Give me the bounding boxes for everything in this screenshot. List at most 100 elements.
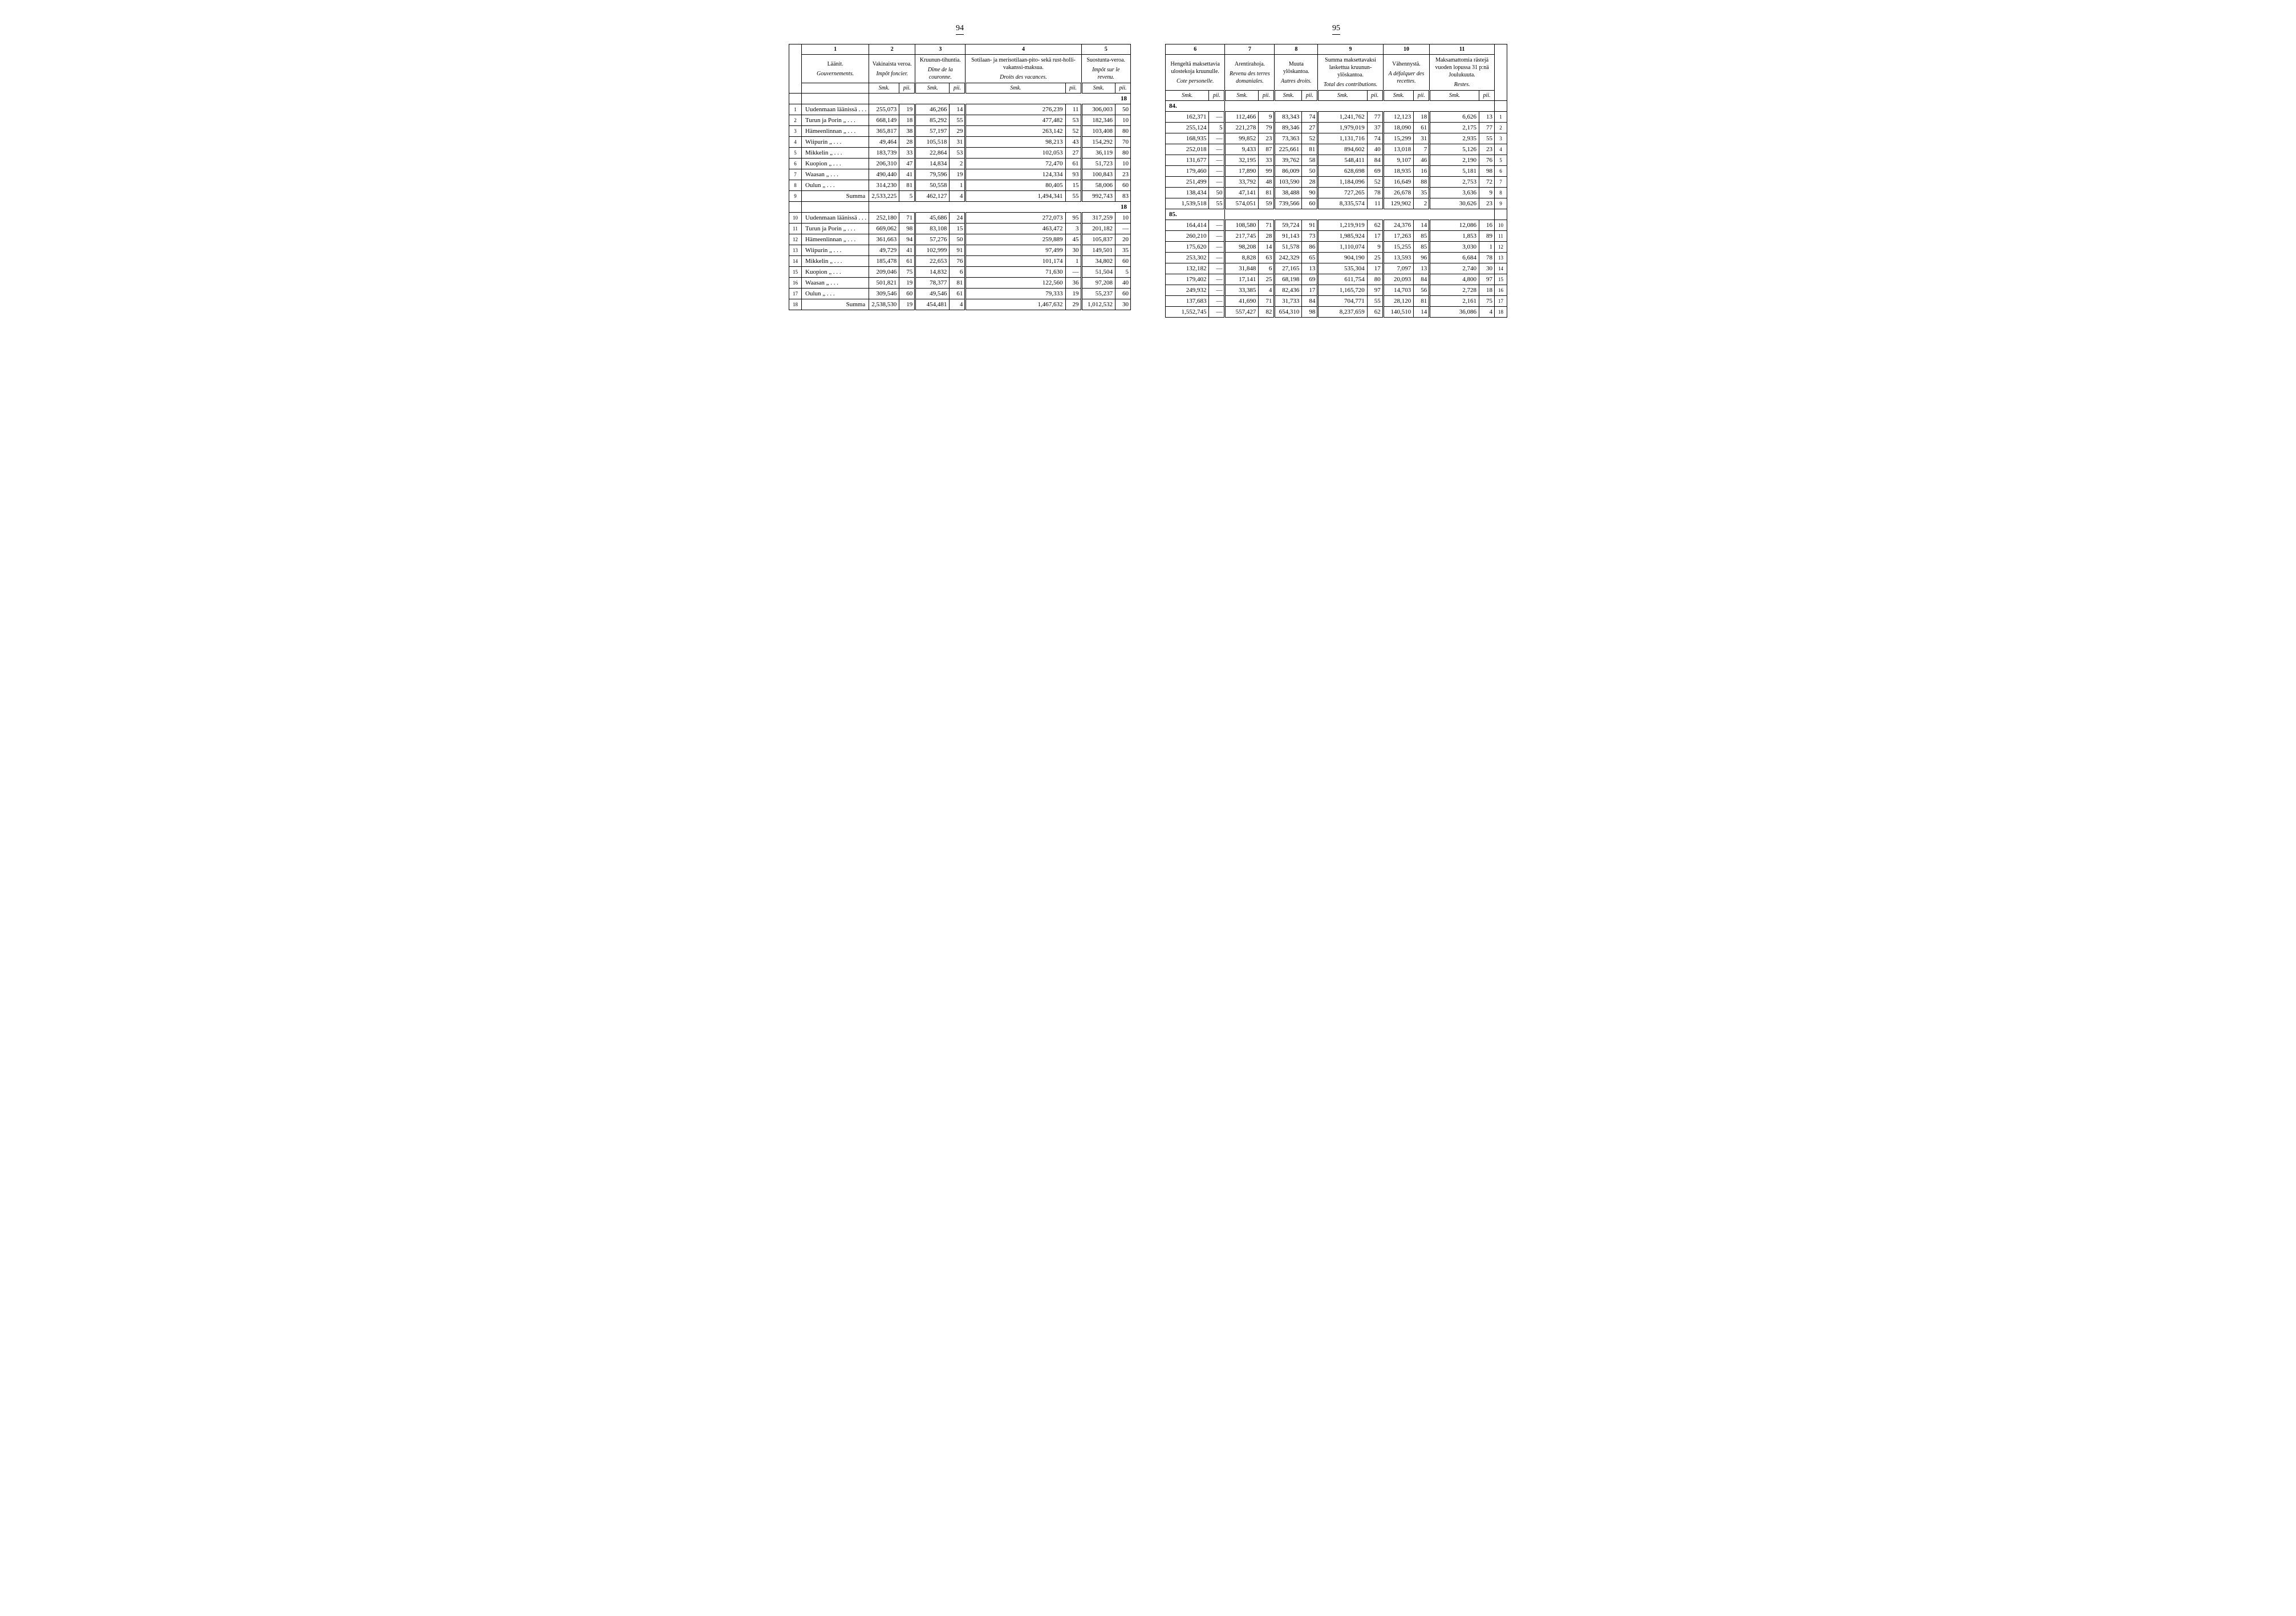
idx: 5 <box>789 148 802 159</box>
laani-name: Waasan „ . . . <box>802 278 869 289</box>
cell: 59,724 <box>1275 220 1302 231</box>
cell: — <box>1209 177 1225 188</box>
cell: 19 <box>899 278 915 289</box>
cell: 98,213 <box>966 137 1065 148</box>
cell: 80 <box>1115 148 1131 159</box>
cell: 19 <box>1065 289 1081 299</box>
cell: 99,852 <box>1225 133 1259 144</box>
cell: 18 <box>899 115 915 126</box>
u3b: pii. <box>950 83 966 94</box>
cell: 140,510 <box>1383 307 1414 318</box>
cell: 33 <box>899 148 915 159</box>
cell: 73,363 <box>1275 133 1302 144</box>
u9b: pii. <box>1367 91 1383 101</box>
cell: 5 <box>1115 267 1131 278</box>
cell: 18,935 <box>1383 166 1414 177</box>
cell: 462,127 <box>915 191 950 202</box>
cell: 58,006 <box>1081 180 1115 191</box>
cell: 78 <box>1479 253 1495 263</box>
year-label: 85. <box>1166 209 1225 220</box>
col8-num: 8 <box>1275 44 1318 55</box>
u11a: Smk. <box>1430 91 1479 101</box>
cell: 77 <box>1367 112 1383 123</box>
cell: 97,208 <box>1081 278 1115 289</box>
cell: 175,620 <box>1166 242 1209 253</box>
u8a: Smk. <box>1275 91 1302 101</box>
cell: 59 <box>1259 198 1275 209</box>
cell: 13,018 <box>1383 144 1414 155</box>
cell: 36,086 <box>1430 307 1479 318</box>
u5a: Smk. <box>1081 83 1115 94</box>
col7-fi: Arentirahoja. <box>1235 61 1265 67</box>
cell: 39,762 <box>1275 155 1302 166</box>
u7a: Smk. <box>1225 91 1259 101</box>
cell: 46,266 <box>915 104 950 115</box>
cell: 72,470 <box>966 159 1065 169</box>
cell: 61 <box>899 256 915 267</box>
table-left-body: 181Uudenmaan läänissä . . .255,0731946,2… <box>789 94 1131 310</box>
col8-fr: Autres droits. <box>1277 78 1315 85</box>
cell: 61 <box>1414 123 1430 133</box>
idx <box>1495 101 1507 112</box>
cell: 79,596 <box>915 169 950 180</box>
cell: 259,889 <box>966 234 1065 245</box>
cell: 5 <box>899 191 915 202</box>
idx: 11 <box>789 224 802 234</box>
cell: 98 <box>899 224 915 234</box>
cell: 76 <box>950 256 966 267</box>
cell: 535,304 <box>1318 263 1367 274</box>
cell: 272,073 <box>966 213 1065 224</box>
cell: 90 <box>1302 188 1318 198</box>
cell: 57,276 <box>915 234 950 245</box>
cell: 1,184,096 <box>1318 177 1367 188</box>
cell: — <box>1209 231 1225 242</box>
cell: 263,142 <box>966 126 1065 137</box>
cell: 20 <box>1115 234 1131 245</box>
cell: 79 <box>1259 123 1275 133</box>
idx: 9 <box>1495 198 1507 209</box>
laani-name: Mikkelin „ . . . <box>802 148 869 159</box>
cell: 81 <box>1414 296 1430 307</box>
summa-label: Summa <box>802 299 869 310</box>
cell: 31,848 <box>1225 263 1259 274</box>
cell: 49,464 <box>869 137 899 148</box>
cell: 9,107 <box>1383 155 1414 166</box>
cell: 1,985,924 <box>1318 231 1367 242</box>
cell: 98 <box>1479 166 1495 177</box>
cell: 45,686 <box>915 213 950 224</box>
cell: 52 <box>1302 133 1318 144</box>
cell: 162,371 <box>1166 112 1209 123</box>
col3-fr: Dîme de la couronne. <box>918 66 963 81</box>
cell: 18 <box>1414 112 1430 123</box>
idx: 8 <box>1495 188 1507 198</box>
cell: 24,376 <box>1383 220 1414 231</box>
cell: 249,932 <box>1166 285 1209 296</box>
cell: 548,411 <box>1318 155 1367 166</box>
cell: 179,460 <box>1166 166 1209 177</box>
laani-name: Kuopion „ . . . <box>802 267 869 278</box>
cell: 11 <box>1367 198 1383 209</box>
cell: 81 <box>1259 188 1275 198</box>
cell: 53 <box>1065 115 1081 126</box>
col6-num: 6 <box>1166 44 1225 55</box>
col2-head: Vakinaista veroa. Impôt foncier. <box>869 55 915 83</box>
cell: 83 <box>1115 191 1131 202</box>
cell: 74 <box>1302 112 1318 123</box>
cell: 7 <box>1414 144 1430 155</box>
cell: 62 <box>1367 220 1383 231</box>
cell: 654,310 <box>1275 307 1302 318</box>
cell: — <box>1065 267 1081 278</box>
cell: 80 <box>1115 126 1131 137</box>
cell: 13 <box>1414 263 1430 274</box>
col5-fr: Impôt sur le revenu. <box>1084 66 1129 81</box>
idx: 4 <box>1495 144 1507 155</box>
cell: — <box>1209 296 1225 307</box>
cell: 1,012,532 <box>1081 299 1115 310</box>
cell: 129,902 <box>1383 198 1414 209</box>
cell: — <box>1209 253 1225 263</box>
cell: 124,334 <box>966 169 1065 180</box>
col1-head: Läänit. Gouvernements. <box>802 55 869 83</box>
cell: 50 <box>1302 166 1318 177</box>
cell: — <box>1209 242 1225 253</box>
idx: 12 <box>789 234 802 245</box>
